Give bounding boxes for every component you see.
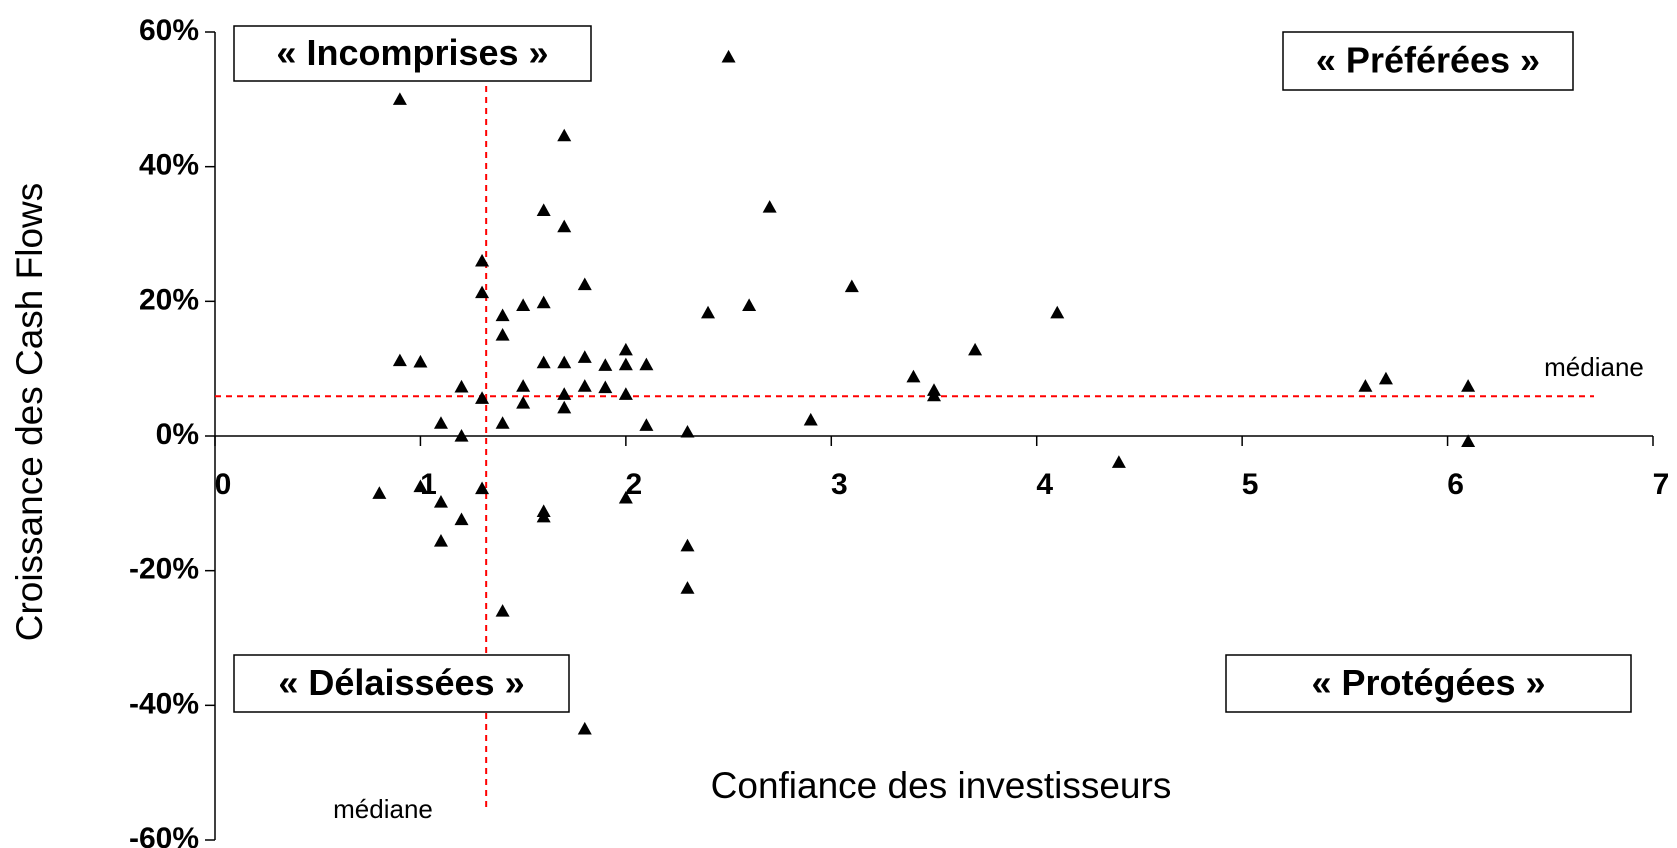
point bbox=[454, 379, 469, 393]
point bbox=[618, 342, 633, 356]
point bbox=[577, 721, 592, 735]
point bbox=[701, 305, 716, 319]
point bbox=[1050, 305, 1065, 319]
point bbox=[762, 200, 777, 213]
point bbox=[680, 581, 695, 594]
point bbox=[927, 388, 941, 402]
point bbox=[577, 379, 592, 392]
x-tick-label: 4 bbox=[1036, 468, 1053, 501]
point bbox=[639, 418, 654, 431]
point bbox=[433, 494, 448, 508]
quadrant-box bbox=[1282, 31, 1574, 91]
point bbox=[680, 538, 695, 552]
point bbox=[618, 357, 633, 371]
point bbox=[598, 358, 613, 371]
point bbox=[495, 604, 510, 617]
point bbox=[1111, 455, 1126, 468]
point bbox=[495, 308, 510, 322]
quadrant-box bbox=[233, 654, 570, 713]
point bbox=[413, 354, 428, 368]
point bbox=[557, 400, 572, 414]
median-label: médiane bbox=[333, 794, 433, 824]
point bbox=[413, 479, 428, 493]
point bbox=[536, 203, 551, 217]
point bbox=[495, 328, 510, 341]
point bbox=[516, 298, 531, 311]
point bbox=[536, 509, 551, 523]
point bbox=[618, 490, 633, 504]
y-tick-label: 0% bbox=[156, 418, 199, 451]
quadrant-box bbox=[1225, 654, 1632, 713]
point bbox=[1461, 434, 1476, 447]
point bbox=[680, 424, 695, 438]
point bbox=[475, 253, 490, 267]
point bbox=[516, 396, 531, 409]
point bbox=[536, 355, 551, 369]
point bbox=[844, 279, 859, 293]
y-tick-label: -40% bbox=[129, 687, 199, 720]
point bbox=[742, 298, 757, 311]
quadrant-box bbox=[233, 25, 592, 82]
point bbox=[1461, 379, 1476, 392]
y-axis-label: Croissance des Cash Flows bbox=[9, 183, 50, 642]
y-tick-label: -20% bbox=[129, 553, 199, 586]
point bbox=[618, 387, 633, 400]
point bbox=[536, 295, 551, 309]
point bbox=[1358, 379, 1373, 392]
quadrant-label: « Protégées » bbox=[1311, 662, 1545, 703]
point bbox=[372, 486, 387, 499]
x-tick-label: 1 bbox=[420, 468, 437, 501]
x-tick-label: 3 bbox=[831, 468, 848, 501]
point bbox=[392, 92, 407, 105]
point bbox=[433, 534, 448, 547]
point bbox=[454, 512, 469, 526]
y-tick-label: 20% bbox=[139, 283, 199, 316]
point bbox=[598, 380, 613, 394]
point bbox=[639, 357, 654, 371]
median-label: médiane bbox=[1544, 352, 1644, 382]
point bbox=[475, 391, 490, 404]
quadrant-label: « Délaissées » bbox=[278, 662, 524, 703]
point bbox=[454, 429, 469, 442]
point bbox=[577, 350, 592, 363]
point bbox=[557, 387, 572, 400]
point bbox=[557, 219, 572, 233]
quadrant-label: « Incomprises » bbox=[276, 32, 548, 73]
y-tick-label: 40% bbox=[139, 149, 199, 182]
point bbox=[803, 412, 818, 426]
x-tick-label: 0 bbox=[215, 468, 232, 501]
point bbox=[1378, 371, 1393, 385]
point bbox=[495, 416, 510, 429]
x-tick-label: 7 bbox=[1653, 468, 1670, 501]
point bbox=[968, 342, 983, 356]
point bbox=[557, 355, 572, 369]
quadrant-label: « Préférées » bbox=[1316, 40, 1540, 81]
y-tick-label: -60% bbox=[129, 822, 199, 848]
point bbox=[906, 369, 921, 383]
point bbox=[475, 481, 490, 495]
point bbox=[392, 353, 407, 367]
y-tick-label: 60% bbox=[139, 14, 199, 47]
point bbox=[475, 285, 490, 299]
point bbox=[557, 128, 572, 142]
x-tick-label: 2 bbox=[626, 468, 643, 501]
x-tick-label: 5 bbox=[1242, 468, 1259, 501]
point bbox=[721, 49, 736, 63]
point bbox=[516, 379, 531, 392]
point bbox=[433, 416, 448, 429]
point bbox=[577, 277, 592, 291]
x-axis-label: Confiance des investisseurs bbox=[711, 765, 1172, 806]
x-tick-label: 6 bbox=[1447, 468, 1464, 501]
